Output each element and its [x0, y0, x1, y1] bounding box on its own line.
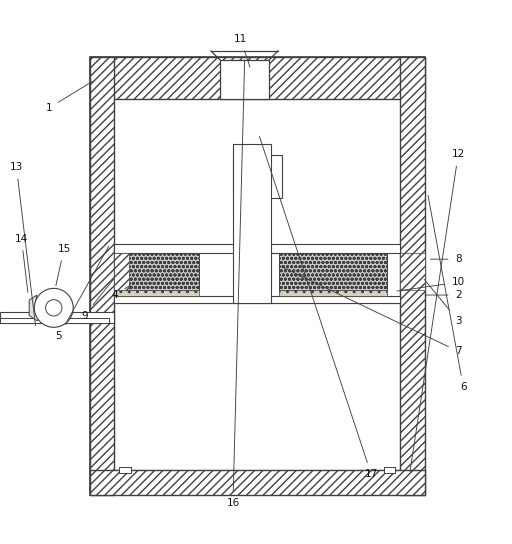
Bar [400, 253, 425, 290]
Bar [220, 60, 269, 98]
Bar [90, 57, 114, 494]
Bar [233, 144, 271, 303]
Bar [279, 290, 387, 296]
Text: 14: 14 [15, 234, 28, 292]
Bar [114, 244, 400, 253]
Polygon shape [29, 292, 67, 320]
Text: 8: 8 [430, 254, 461, 264]
Bar [114, 98, 400, 470]
Text: 2: 2 [425, 290, 461, 300]
Text: 1: 1 [46, 82, 92, 113]
Circle shape [34, 288, 73, 327]
Text: 6: 6 [428, 195, 466, 392]
Text: 5: 5 [56, 246, 109, 341]
Text: 3: 3 [424, 279, 461, 326]
Bar [114, 296, 400, 303]
Bar [90, 57, 425, 98]
Text: 10: 10 [397, 277, 465, 291]
Text: 9: 9 [81, 279, 114, 320]
Text: 11: 11 [234, 34, 250, 67]
Bar [114, 290, 199, 296]
Bar [0, 318, 109, 323]
Bar [400, 57, 425, 494]
Bar [279, 253, 387, 290]
Bar [384, 467, 395, 473]
Bar [114, 98, 400, 244]
Text: 15: 15 [56, 244, 71, 286]
Bar [114, 253, 129, 290]
Text: 13: 13 [10, 162, 35, 325]
Text: 16: 16 [226, 60, 245, 509]
Text: 17: 17 [260, 137, 378, 479]
Bar [0, 312, 114, 323]
Bar [233, 155, 282, 199]
Bar [114, 303, 400, 470]
Text: 12: 12 [410, 149, 465, 472]
Text: 4: 4 [112, 285, 131, 300]
Circle shape [46, 300, 62, 316]
Bar [119, 467, 131, 473]
Bar [114, 253, 199, 290]
Text: 7: 7 [279, 265, 461, 356]
Bar [90, 470, 425, 494]
Bar [90, 57, 425, 494]
